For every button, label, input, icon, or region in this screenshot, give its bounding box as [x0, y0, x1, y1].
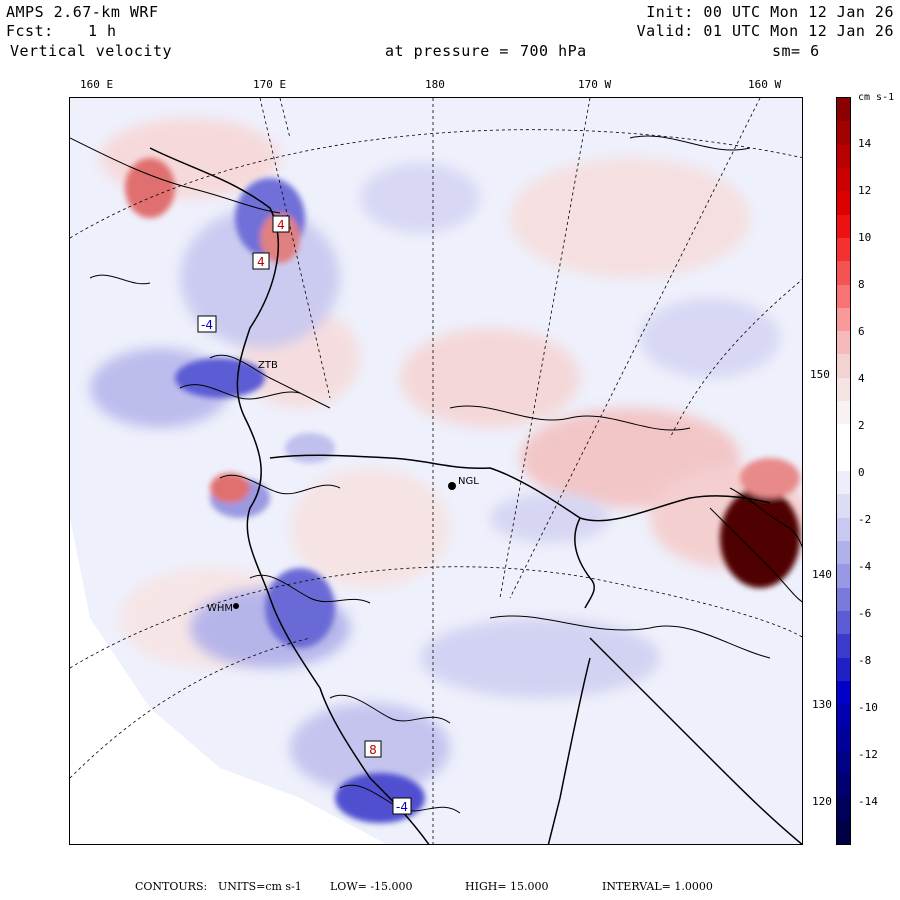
colorbar-segment: [837, 634, 850, 658]
colorbar-tick-label: -4: [858, 560, 872, 573]
colorbar-tick-label: 12: [858, 184, 872, 197]
colorbar-segment: [837, 727, 850, 751]
colorbar-segment: [837, 167, 850, 192]
lon-label-160e: 160 E: [80, 78, 114, 91]
marker-label-d: 8: [369, 743, 377, 757]
colorbar-segment: [837, 284, 850, 308]
intense-band: [125, 158, 800, 823]
colorbar-segment: [837, 587, 850, 611]
pressure-value: 700 hPa: [520, 42, 587, 60]
marker-label-c: -4: [201, 318, 213, 332]
colorbar-tick-label: 6: [858, 325, 865, 338]
colorbar-segment: [837, 797, 850, 821]
colorbar-segment: [837, 377, 850, 402]
marker-neg4-b: -4: [392, 797, 412, 815]
colorbar-segment: [837, 214, 850, 238]
footer-units: UNITS=cm s-1: [218, 880, 302, 893]
colorbar-tick-label: 2: [858, 419, 865, 432]
variable-title: Vertical velocity: [10, 42, 173, 60]
colorbar-segment: [837, 820, 850, 844]
colorbar-segment: [837, 540, 850, 565]
colorbar-segment: [837, 307, 850, 332]
footer-low: LOW= -15.000: [330, 880, 413, 893]
marker-8: 8: [364, 740, 382, 758]
station-dot-ngl: [448, 482, 456, 490]
colorbar-tick-label: 4: [858, 372, 865, 385]
marker-label-a: 4: [277, 218, 285, 232]
map-canvas: 4 4 -4 8 -4 NGL WHM ZTB: [70, 98, 802, 844]
lon-label-180: 180: [425, 78, 445, 91]
colorbar-tick-label: -14: [858, 795, 878, 808]
station-label-ztb: ZTB: [258, 360, 278, 371]
velocity-map: 4 4 -4 8 -4 NGL WHM ZTB: [69, 97, 803, 845]
footer-high: HIGH= 15.000: [465, 880, 549, 893]
lon-label-160w: 160 W: [748, 78, 782, 91]
lon-label-170w: 170 W: [578, 78, 612, 91]
colorbar-segment: [837, 704, 850, 728]
colorbar-segment: [837, 750, 850, 775]
colorbar-segment: [837, 657, 850, 681]
valid-time: Valid: 01 UTC Mon 12 Jan 26: [636, 22, 894, 40]
colorbar-segment: [837, 401, 850, 425]
colorbar-segment: [837, 98, 850, 122]
colorbar-segment: [837, 237, 850, 262]
colorbar-units: cm s-1: [858, 92, 895, 103]
colorbar-segment: [837, 354, 850, 378]
fcst-label: Fcst:: [6, 22, 54, 40]
colorbar-tick-label: -12: [858, 748, 878, 761]
colorbar-segment: [837, 261, 850, 285]
lon-label-170e: 170 E: [253, 78, 287, 91]
fcst-value: 1 h: [88, 22, 117, 40]
colorbar-segment: [837, 144, 850, 168]
colorbar-tick-label: -2: [858, 513, 872, 526]
marker-4-a: 4: [272, 215, 290, 233]
colorbar-segment: [837, 471, 850, 495]
colorbar-segment: [837, 774, 850, 798]
no-data-region: [70, 518, 387, 844]
smoothing-value: sm= 6: [772, 42, 820, 60]
colorbar-segment: [837, 494, 850, 518]
colorbar-tick-label: 8: [858, 278, 865, 291]
marker-neg4-a: -4: [197, 315, 217, 333]
colorbar-tick-label: 0: [858, 466, 865, 479]
station-label-whm: WHM: [207, 603, 233, 614]
colorbar-tick-label: 10: [858, 231, 872, 244]
colorbar-segment: [837, 680, 850, 705]
colorbar-tick-label: -10: [858, 701, 878, 714]
colorbar-tick-label: -6: [858, 607, 872, 620]
marker-label-e: -4: [396, 800, 408, 814]
init-time: Init: 00 UTC Mon 12 Jan 26: [646, 3, 894, 21]
colorbar-tick-label: -8: [858, 654, 872, 667]
colorbar-segment: [837, 191, 850, 215]
colorbar-tick-label: 14: [858, 137, 872, 150]
colorbar-segment: [837, 517, 850, 541]
colorbar-segment: [837, 331, 850, 355]
colorbar-segment: [837, 121, 850, 145]
colorbar-segment: [837, 610, 850, 635]
colorbar-segment: [837, 564, 850, 588]
graticule: [70, 98, 802, 844]
colorbar-segment: [837, 447, 850, 471]
colorbar-segment: [837, 424, 850, 448]
footer-contours-label: CONTOURS:: [135, 880, 208, 893]
colorbar: [836, 97, 851, 845]
station-dot-whm: [233, 603, 239, 609]
footer-interval: INTERVAL= 1.0000: [602, 880, 713, 893]
model-title: AMPS 2.67-km WRF: [6, 3, 159, 21]
marker-4-b: 4: [252, 252, 270, 270]
pressure-label: at pressure =: [385, 42, 509, 60]
marker-label-b: 4: [257, 255, 265, 269]
station-label-ngl: NGL: [458, 476, 479, 487]
